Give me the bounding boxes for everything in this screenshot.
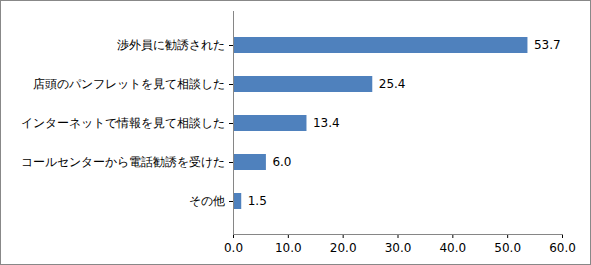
svg-text:コールセンターから電話勧誘を受けた: コールセンターから電話勧誘を受けた xyxy=(21,155,225,169)
svg-text:その他: その他 xyxy=(189,194,225,208)
svg-text:30.0: 30.0 xyxy=(385,241,412,255)
svg-text:店頭のパンフレットを見て相談した: 店頭のパンフレットを見て相談した xyxy=(33,77,225,91)
svg-text:40.0: 40.0 xyxy=(439,241,466,255)
svg-text:53.7: 53.7 xyxy=(534,38,561,52)
svg-text:0.0: 0.0 xyxy=(224,241,243,255)
svg-text:13.4: 13.4 xyxy=(313,116,340,130)
svg-text:60.0: 60.0 xyxy=(549,241,576,255)
svg-text:10.0: 10.0 xyxy=(275,241,302,255)
svg-text:渉外員に勧誘された: 渉外員に勧誘された xyxy=(117,38,225,52)
svg-text:20.0: 20.0 xyxy=(330,241,357,255)
svg-text:50.0: 50.0 xyxy=(494,241,521,255)
svg-text:1.5: 1.5 xyxy=(248,194,267,208)
svg-text:インターネットで情報を見て相談した: インターネットで情報を見て相談した xyxy=(21,116,225,130)
svg-text:25.4: 25.4 xyxy=(379,77,406,91)
svg-text:6.0: 6.0 xyxy=(272,155,291,169)
